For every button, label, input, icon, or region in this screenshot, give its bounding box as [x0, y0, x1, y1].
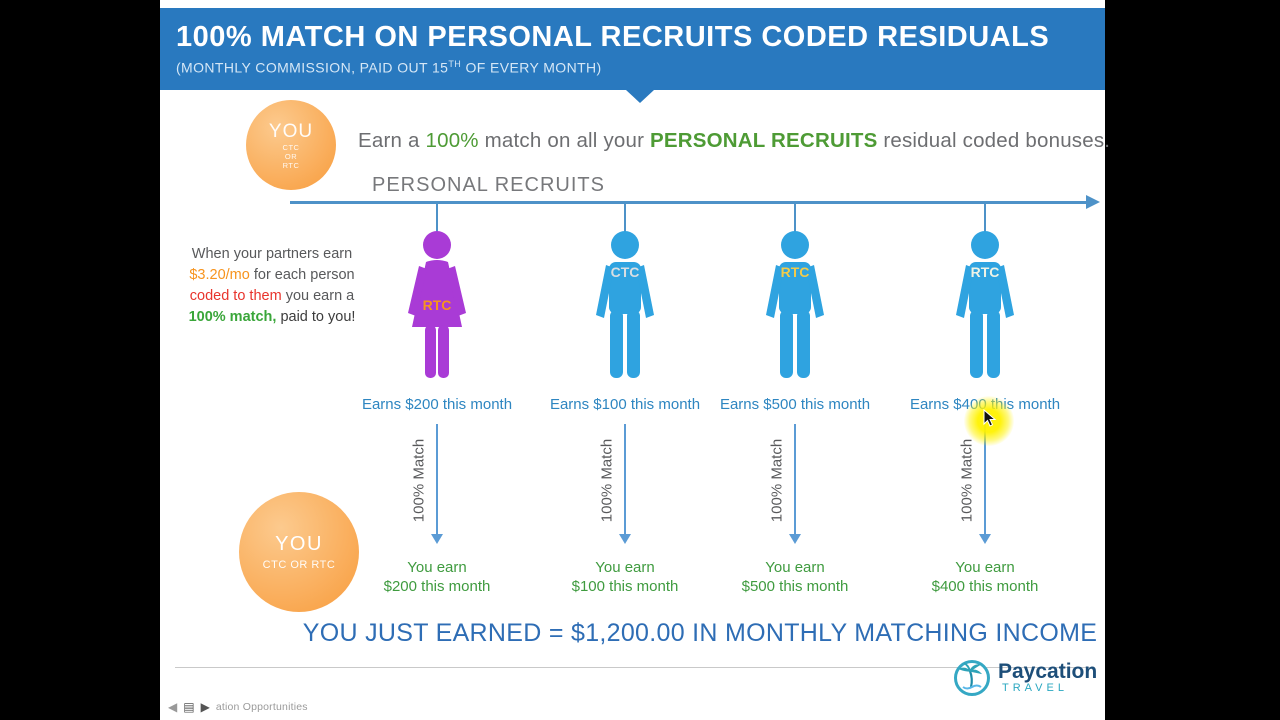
match-arrow-line	[436, 424, 438, 536]
paycation-logo: Paycation TRAVEL	[953, 659, 1097, 697]
recruit-code-label: RTC	[781, 264, 810, 280]
match-arrow-line	[794, 424, 796, 536]
intro-sentence: Earn a 100% match on all your PERSONAL R…	[358, 129, 1110, 153]
subtitle-post: OF EVERY MONTH)	[461, 59, 602, 76]
personal-recruits-label: PERSONAL RECRUITS	[372, 174, 605, 196]
pages-icon[interactable]: ▤	[183, 700, 195, 714]
mouse-cursor-icon	[983, 409, 997, 427]
earns-text: Earns $500 this month	[719, 396, 871, 413]
recruit-column-2: CTC Earns $100 this month 100% Match You…	[540, 228, 710, 620]
side-note-coded: coded to them	[189, 288, 282, 304]
logo-tagline: TRAVEL	[1002, 682, 1068, 694]
recruit-code-label: RTC	[423, 297, 452, 313]
slide-header: 100% MATCH ON PERSONAL RECRUITS CODED RE…	[160, 8, 1105, 90]
footer-nav: ◀ ▤ ▶ ation Opportunities	[168, 700, 308, 714]
you-earn-line2: $200 this month	[383, 578, 491, 595]
you-circle-top: YOU CTC OR RTC	[246, 100, 336, 190]
you-earn-text: You earn $200 this month	[352, 558, 522, 596]
male-person-icon: RTC	[956, 231, 1014, 378]
logo-text: Paycation TRAVEL	[998, 660, 1098, 694]
intro-highlight-100: 100%	[425, 129, 479, 152]
you-circle-top-line3: OR	[284, 151, 298, 161]
slide-subtitle: (MONTHLY COMMISSION, PAID OUT 15TH OF EV…	[176, 59, 1105, 76]
connector-line-4	[984, 202, 986, 234]
match-arrow-line	[624, 424, 626, 536]
presentation-title-label: ation Opportunities	[215, 701, 308, 713]
side-note: When your partners earn $3.20/mo for eac…	[172, 244, 372, 328]
recruits-arrow-head	[1086, 195, 1100, 209]
match-label: 100% Match	[598, 438, 616, 523]
male-person-icon: RTC	[766, 231, 824, 378]
intro-highlight-recruits: PERSONAL RECRUITS	[650, 129, 878, 152]
you-circle-bottom: YOU CTC OR RTC	[239, 492, 359, 612]
match-label: 100% Match	[768, 438, 786, 523]
footer-divider	[175, 667, 1090, 668]
side-note-line4: paid to you!	[276, 309, 356, 325]
side-note-match: 100% match,	[188, 309, 277, 325]
side-note-line1: When your partners earn	[191, 246, 353, 262]
connector-line-1	[436, 202, 438, 234]
match-arrow-head	[619, 534, 631, 544]
you-circle-bottom-subtitle: CTC OR RTC	[262, 559, 336, 571]
you-earn-text: You earn $400 this month	[900, 558, 1070, 596]
you-earn-line1: You earn	[765, 559, 825, 576]
you-circle-top-line4: RTC	[282, 160, 300, 170]
earns-text: Earns $100 this month	[549, 396, 701, 413]
you-circle-top-line2: CTC	[282, 142, 300, 152]
intro-mid: match on all your	[478, 129, 651, 152]
match-label: 100% Match	[410, 438, 428, 523]
match-arrow-head	[979, 534, 991, 544]
you-earn-text: You earn $500 this month	[710, 558, 880, 596]
recruits-arrow-line	[290, 201, 1088, 204]
slide-title: 100% MATCH ON PERSONAL RECRUITS CODED RE…	[176, 21, 1050, 53]
slide-canvas: 100% MATCH ON PERSONAL RECRUITS CODED RE…	[160, 0, 1110, 720]
you-circle-bottom-title: YOU	[275, 533, 323, 555]
male-person-icon: CTC	[596, 231, 654, 378]
recruit-column-4: RTC Earns $400 this month 100% Match You…	[900, 228, 1070, 620]
recruit-code-label: RTC	[971, 264, 1000, 280]
you-earn-line1: You earn	[955, 559, 1015, 576]
match-arrow-head	[789, 534, 801, 544]
side-note-line2: for each person	[249, 267, 355, 283]
intro-post: residual coded bonuses.	[877, 129, 1111, 152]
match-arrow-line	[984, 424, 986, 536]
you-earn-line1: You earn	[407, 559, 467, 576]
match-label: 100% Match	[958, 438, 976, 523]
header-notch	[626, 90, 654, 103]
side-note-amount: $3.20/mo	[189, 267, 250, 283]
connector-line-3	[794, 202, 796, 234]
recruit-column-1: RTC Earns $200 this month 100% Match You…	[352, 228, 522, 620]
recruit-code-label: CTC	[611, 264, 640, 280]
total-earned-line: YOU JUST EARNED = $1,200.00 IN MONTHLY M…	[302, 619, 1098, 647]
you-earn-line2: $100 this month	[571, 578, 679, 595]
you-earn-text: You earn $100 this month	[540, 558, 710, 596]
logo-name: Paycation	[998, 660, 1098, 683]
palm-tree-icon	[954, 660, 990, 696]
recruit-column-3: RTC Earns $500 this month 100% Match You…	[710, 228, 880, 620]
nav-back-icon[interactable]: ◀	[168, 700, 178, 714]
match-arrow-head	[431, 534, 443, 544]
you-circle-top-title: YOU	[268, 120, 314, 142]
nav-forward-icon[interactable]: ▶	[200, 700, 210, 714]
you-earn-line1: You earn	[595, 559, 655, 576]
connector-line-2	[624, 202, 626, 234]
subtitle-pre: (MONTHLY COMMISSION, PAID OUT 15	[176, 59, 449, 76]
earns-text: Earns $200 this month	[361, 396, 513, 413]
you-earn-line2: $400 this month	[931, 578, 1039, 595]
side-note-line3: you earn a	[281, 288, 355, 304]
female-person-icon: RTC	[408, 231, 466, 378]
intro-pre: Earn a	[358, 129, 426, 152]
you-earn-line2: $500 this month	[741, 578, 849, 595]
subtitle-superscript: TH	[448, 59, 462, 69]
